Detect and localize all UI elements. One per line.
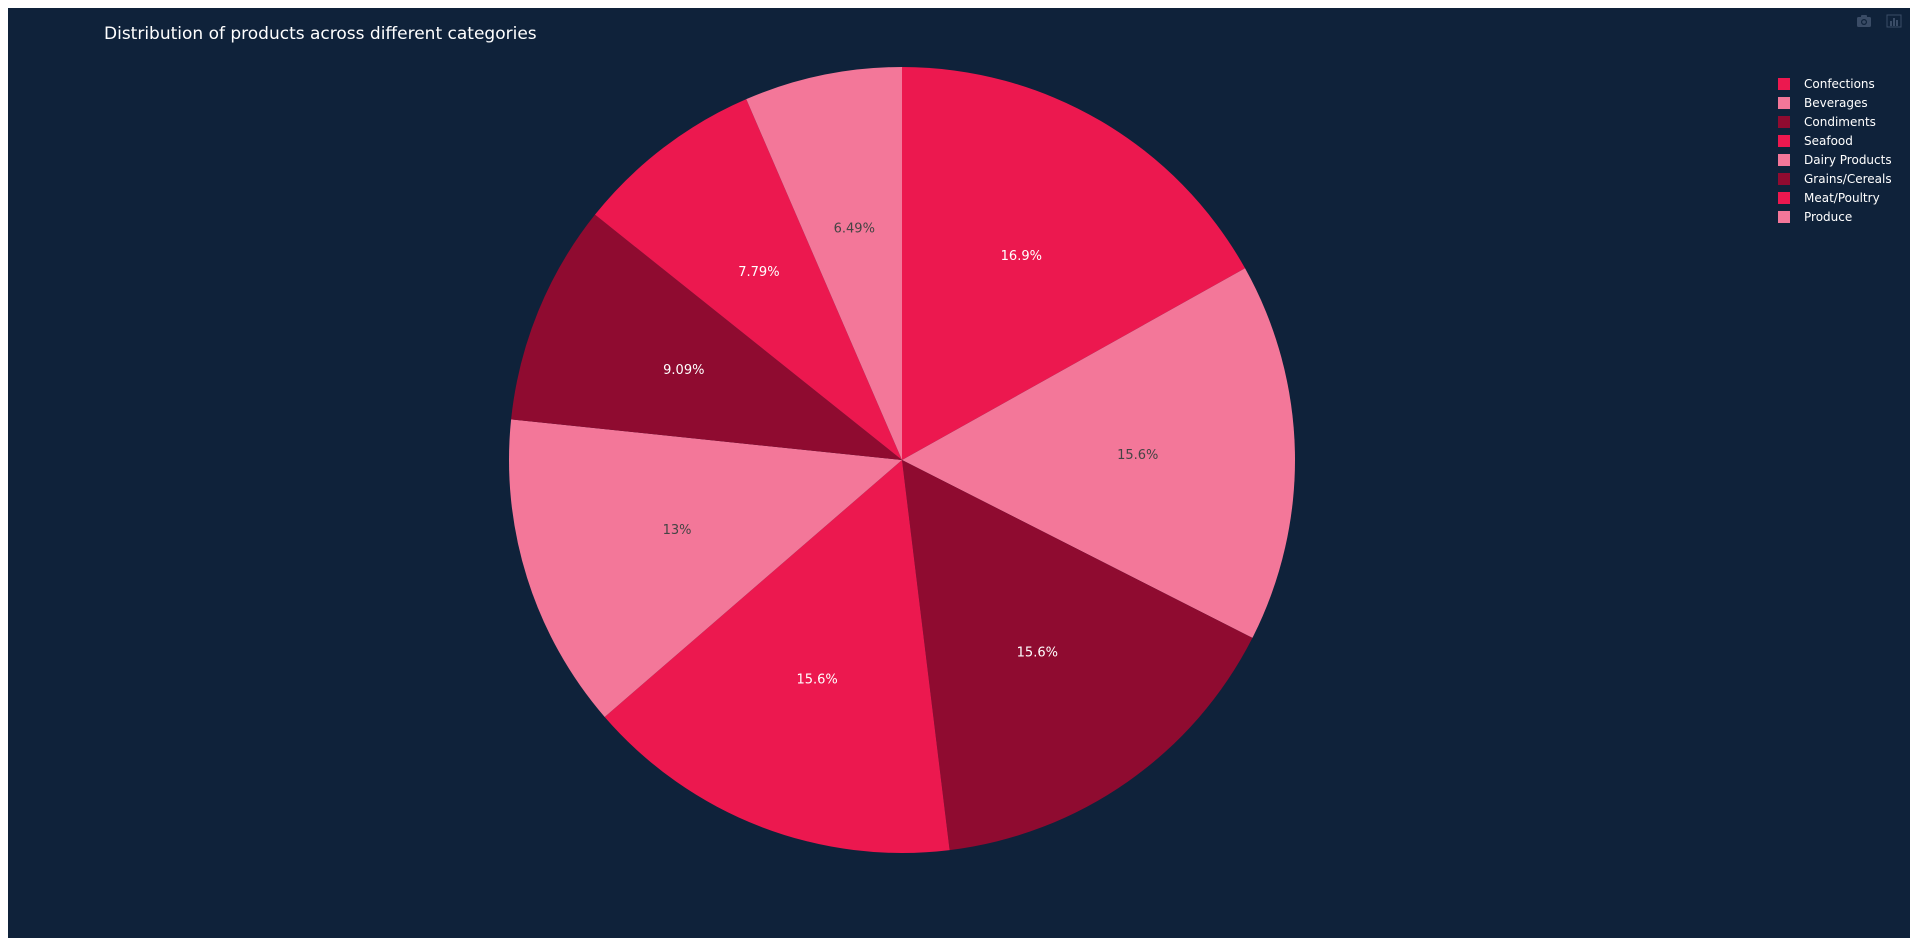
pie-slice-label: 13% bbox=[663, 523, 692, 538]
modebar bbox=[1856, 14, 1902, 28]
pie-slices bbox=[509, 67, 1295, 853]
legend-item-dairy-products[interactable]: Dairy Products bbox=[1778, 150, 1892, 169]
pie-slice-label: 6.49% bbox=[834, 222, 875, 237]
pie-slice-meat-poultry[interactable] bbox=[594, 99, 902, 460]
bar-chart-icon[interactable] bbox=[1886, 14, 1902, 28]
pie-slice-grains-cereals[interactable] bbox=[511, 214, 902, 460]
legend-swatch bbox=[1778, 77, 1790, 90]
pie-slice-dairy-products[interactable] bbox=[509, 419, 902, 718]
pie-slice-label: 15.6% bbox=[1017, 646, 1058, 661]
pie-slice-labels: 16.9% 15.6% 15.6% 15.6% 13% 9.09% 7.79% 6.49% bbox=[663, 222, 1159, 688]
pie-slice-label: 15.6% bbox=[796, 672, 837, 687]
legend-item-produce[interactable]: Produce bbox=[1778, 207, 1892, 226]
legend-swatch bbox=[1778, 96, 1790, 109]
legend-item-beverages[interactable]: Beverages bbox=[1778, 93, 1892, 112]
legend-swatch bbox=[1778, 134, 1790, 147]
pie-slice-label: 16.9% bbox=[1001, 249, 1042, 264]
legend: Confections Beverages Condiments Seafood Dai… bbox=[1778, 74, 1892, 226]
legend-label: Dairy Products bbox=[1804, 152, 1892, 167]
chart-frame: Distribution of products across differen… bbox=[8, 8, 1910, 938]
legend-swatch bbox=[1778, 115, 1790, 128]
pie-slice-beverages[interactable] bbox=[902, 268, 1295, 638]
legend-item-condiments[interactable]: Condiments bbox=[1778, 112, 1892, 131]
legend-swatch bbox=[1778, 172, 1790, 185]
chart-title: Distribution of products across differen… bbox=[104, 24, 537, 44]
pie-slice-label: 9.09% bbox=[663, 363, 704, 378]
pie-slice-condiments[interactable] bbox=[902, 460, 1253, 851]
pie-slice-label: 15.6% bbox=[1117, 448, 1158, 463]
legend-swatch bbox=[1778, 191, 1790, 204]
legend-label: Produce bbox=[1804, 209, 1853, 224]
legend-label: Beverages bbox=[1804, 95, 1868, 110]
pie-chart: 16.9% 15.6% 15.6% 15.6% 13% 9.09% 7.79% 6.49% bbox=[509, 67, 1295, 853]
legend-swatch bbox=[1778, 210, 1790, 223]
pie-slice-produce[interactable] bbox=[746, 67, 902, 460]
camera-icon[interactable] bbox=[1856, 14, 1872, 28]
legend-item-confections[interactable]: Confections bbox=[1778, 74, 1892, 93]
legend-label: Confections bbox=[1804, 76, 1875, 91]
legend-swatch bbox=[1778, 153, 1790, 166]
legend-item-grains-cereals[interactable]: Grains/Cereals bbox=[1778, 169, 1892, 188]
pie-slice-confections[interactable] bbox=[902, 67, 1246, 460]
legend-label: Meat/Poultry bbox=[1804, 190, 1880, 205]
legend-item-seafood[interactable]: Seafood bbox=[1778, 131, 1892, 150]
pie-slice-seafood[interactable] bbox=[604, 460, 950, 853]
legend-item-meat-poultry[interactable]: Meat/Poultry bbox=[1778, 188, 1892, 207]
legend-label: Grains/Cereals bbox=[1804, 171, 1892, 186]
pie-slice-label: 7.79% bbox=[738, 265, 779, 280]
legend-label: Condiments bbox=[1804, 114, 1876, 129]
legend-label: Seafood bbox=[1804, 133, 1853, 148]
